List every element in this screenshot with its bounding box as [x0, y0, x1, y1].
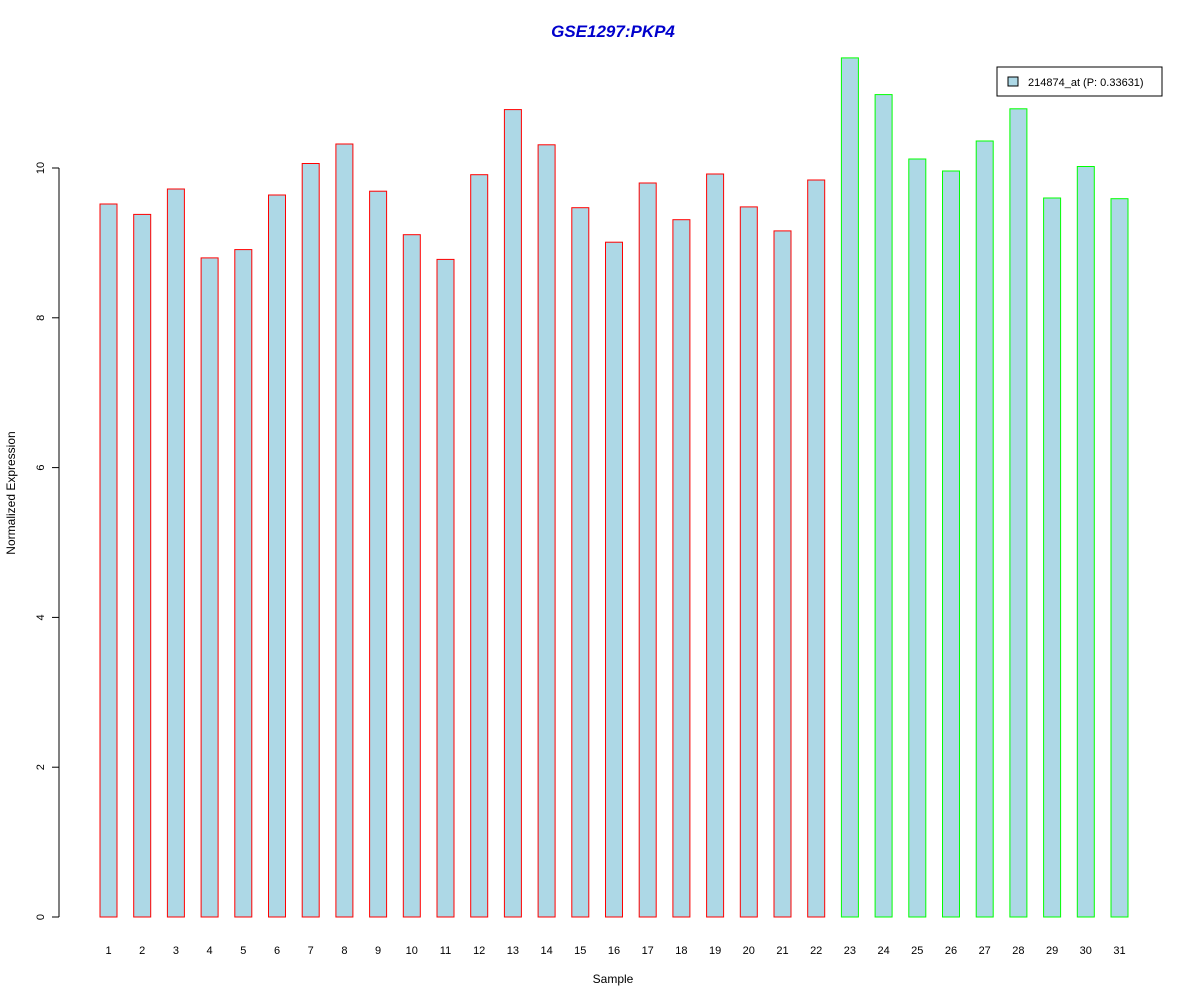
- x-tick-label: 19: [709, 945, 721, 957]
- bar-sample-17: [638, 182, 657, 918]
- bar-sample-16: [605, 241, 623, 918]
- bar-sample-7: [301, 163, 320, 918]
- legend-label: 214874_at (P: 0.33631): [1028, 77, 1144, 89]
- bar-sample-14: [537, 144, 556, 918]
- x-tick-label: 24: [877, 945, 889, 957]
- y-tick-label: 6: [35, 465, 47, 471]
- x-tick-labels: 1 2 3 4 5 6 7 8 9 10 11 12 13 14 15 16 17 18 19 20 21 22 23 24 2…: [105, 945, 1125, 957]
- bar-sample-6: [268, 194, 286, 918]
- bar-sample-21: [773, 230, 792, 918]
- x-tick-label: 25: [911, 945, 923, 957]
- x-tick-label: 20: [743, 945, 755, 957]
- y-axis-label: Normalized Expression: [4, 431, 18, 554]
- bar-sample-4: [200, 257, 219, 918]
- x-tick-label: 9: [375, 945, 381, 957]
- bar-sample-3: [166, 188, 185, 918]
- x-tick-label: 23: [844, 945, 856, 957]
- x-tick-label: 8: [341, 945, 347, 957]
- bar-sample-1: [99, 203, 118, 918]
- bars: [99, 57, 1129, 918]
- x-tick-label: 5: [240, 945, 246, 957]
- bar-sample-12: [470, 174, 489, 918]
- x-tick-label: 15: [574, 945, 586, 957]
- y-axis: 0 2 4 6 8 10: [35, 162, 60, 920]
- bar-sample-19: [706, 173, 725, 918]
- y-tick-label: 0: [35, 914, 47, 920]
- x-tick-label: 11: [440, 945, 451, 957]
- bar-sample-22: [807, 179, 826, 918]
- bar-sample-5: [234, 249, 253, 918]
- legend-swatch: [1007, 76, 1019, 87]
- x-tick-label: 12: [473, 945, 485, 957]
- bar-sample-26: [942, 170, 960, 918]
- x-tick-label: 30: [1080, 945, 1092, 957]
- x-tick-label: 28: [1012, 945, 1024, 957]
- x-tick-label: 13: [507, 945, 519, 957]
- bar-sample-28: [1009, 108, 1028, 918]
- y-tick-label: 4: [35, 614, 47, 620]
- bar-sample-24: [874, 94, 893, 918]
- legend-box: [996, 66, 1163, 97]
- x-tick-label: 7: [308, 945, 314, 957]
- bar-sample-30: [1076, 166, 1095, 918]
- bar-sample-31: [1110, 198, 1129, 918]
- bar-sample-20: [739, 206, 758, 918]
- bar-sample-13: [503, 109, 522, 918]
- bar-sample-11: [436, 258, 455, 918]
- bar-sample-10: [402, 234, 421, 918]
- x-tick-label: 6: [274, 945, 280, 957]
- x-tick-label: 17: [642, 945, 654, 957]
- x-tick-label: 26: [945, 945, 957, 957]
- y-tick-label: 8: [35, 315, 47, 321]
- bar-sample-27: [975, 140, 994, 918]
- x-tick-label: 18: [675, 945, 687, 957]
- legend: 214874_at (P: 0.33631): [996, 66, 1163, 97]
- bar-sample-23: [840, 57, 859, 918]
- x-tick-label: 1: [105, 945, 111, 957]
- x-tick-label: 22: [810, 945, 822, 957]
- x-tick-label: 14: [540, 945, 552, 957]
- bar-sample-2: [133, 213, 152, 918]
- x-tick-label: 27: [979, 945, 991, 957]
- bar-sample-8: [335, 143, 354, 918]
- bar-sample-18: [672, 219, 691, 918]
- y-tick-label: 10: [35, 162, 47, 174]
- bar-sample-15: [571, 207, 590, 918]
- chart-title: GSE1297:PKP4: [551, 22, 675, 41]
- bar-sample-29: [1043, 197, 1062, 918]
- x-tick-label: 2: [139, 945, 145, 957]
- x-tick-label: 3: [173, 945, 179, 957]
- y-tick-label: 2: [35, 764, 47, 770]
- x-tick-label: 10: [406, 945, 418, 957]
- x-tick-label: 21: [776, 945, 788, 957]
- x-tick-label: 29: [1046, 945, 1058, 957]
- x-tick-label: 4: [207, 945, 213, 957]
- x-axis-label: Sample: [593, 972, 634, 986]
- bar-sample-25: [908, 158, 927, 918]
- bar-sample-9: [369, 190, 388, 918]
- x-tick-label: 31: [1113, 945, 1125, 957]
- x-tick-label: 16: [608, 945, 620, 957]
